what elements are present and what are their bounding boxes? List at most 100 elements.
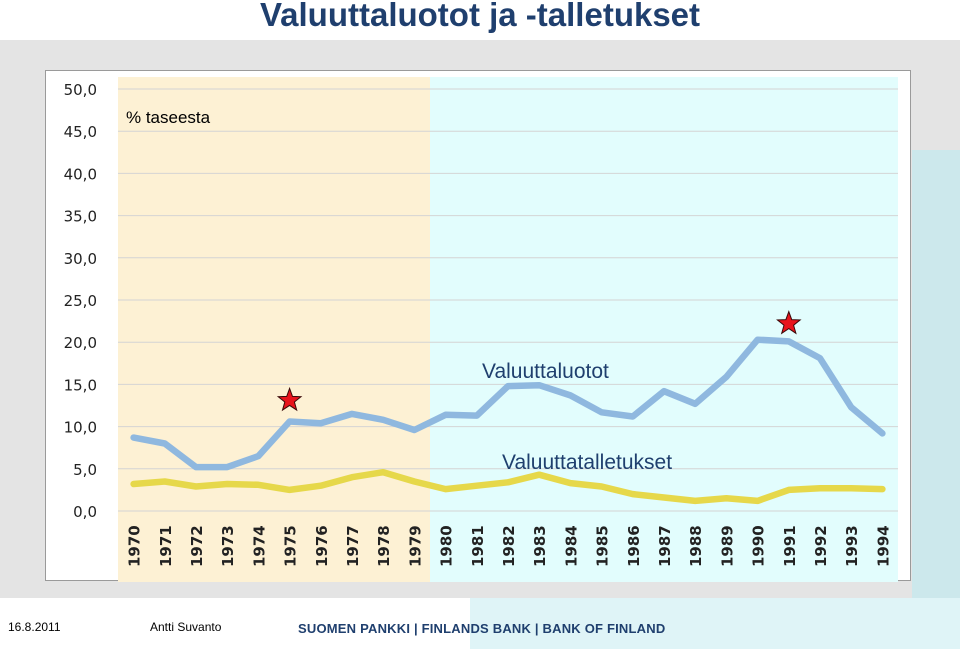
data-point [163,480,166,483]
data-point [787,488,790,492]
x-tick-label: 1984 [562,525,580,567]
data-point [194,465,198,469]
star-markers [276,310,802,412]
series-lines [130,336,886,505]
gridlines [118,88,898,512]
y-tick-label: 20,0 [64,334,97,352]
x-tick-label: 1988 [687,525,705,567]
x-tick-label: 1985 [594,525,612,567]
y-tick-label: 45,0 [64,123,97,141]
x-tick-label: 1980 [438,525,456,567]
unit-label: % taseesta [126,108,211,127]
data-point [132,436,135,439]
x-tick-label: 1981 [469,525,487,567]
x-tick-label: 1992 [812,525,830,567]
page-title: Valuuttaluotot ja -talletukset [259,0,701,33]
data-point [350,412,354,416]
x-tick-label: 1986 [625,525,643,567]
x-tick-label: 1982 [500,525,518,567]
x-tick-label: 1973 [219,525,237,567]
data-point [850,487,853,490]
y-tick-label: 10,0 [64,419,97,437]
data-point [818,487,822,490]
data-point [662,496,666,499]
y-axis-ticks: 0,0 5,0 10,0 15,0 20,0 25,0 30,0 35,0 40,0 45,0 50… [64,81,97,521]
data-point [350,476,354,479]
data-point [756,338,759,341]
data-point [506,481,510,484]
data-point [413,428,416,432]
y-tick-label: 50,0 [64,81,97,99]
data-point [226,482,229,486]
x-tick-label: 1987 [656,525,674,567]
series-label-deposits: Valuuttatalletukset [502,451,672,474]
x-tick-label: 1975 [282,525,300,567]
shaded-period-1 [430,77,898,582]
data-point [506,384,510,388]
data-point [569,394,572,397]
y-tick-label: 15,0 [64,376,97,394]
x-tick-label: 1990 [750,525,768,567]
data-point [382,470,385,474]
data-point [600,411,603,414]
data-point [694,499,697,503]
x-tick-label: 1977 [344,525,362,567]
data-point [475,484,478,487]
footer-bank-name: SUOMEN PANKKI | FINLANDS BANK | BANK OF … [298,621,666,636]
chart-frame: 0,0 5,0 10,0 15,0 20,0 25,0 30,0 35,0 40,0 45,0 50… [45,70,911,582]
x-tick-label: 1972 [188,525,206,567]
data-point [818,357,822,360]
data-point [694,402,697,406]
data-point [569,481,572,485]
star-marker-icon [276,386,303,412]
x-tick-label: 1974 [250,525,268,567]
star-marker-icon [776,310,802,335]
x-tick-label: 1991 [781,525,799,567]
x-tick-label: 1978 [375,525,393,567]
data-point [288,488,291,492]
footer-date: 16.8.2011 [8,620,61,634]
footer-author: Antti Suvanto [150,620,222,634]
data-point [444,487,447,491]
data-point [600,485,603,488]
title-band [0,0,960,40]
y-tick-label: 35,0 [64,208,97,226]
data-point [226,465,229,469]
data-point [444,413,447,416]
data-point [319,422,322,425]
line-chart: 0,0 5,0 10,0 15,0 20,0 25,0 30,0 35,0 40,0 45,0 50… [64,77,898,582]
footer-decor-band [470,598,960,649]
x-tick-label: 1994 [874,525,892,567]
x-tick-label: 1983 [531,525,549,567]
data-point [725,375,728,379]
data-point [756,499,759,503]
y-tick-label: 30,0 [64,250,97,268]
data-point [787,340,790,343]
data-point [662,389,666,393]
data-point [257,483,260,487]
data-point [288,420,291,423]
x-axis-ticks: 1970 1971 1972 1973 1974 1975 1976 1977 1978 1979… [126,525,893,567]
y-tick-label: 40,0 [64,165,97,183]
y-tick-label: 0,0 [73,503,97,521]
shaded-period-0 [118,77,430,582]
y-tick-label: 25,0 [64,292,97,310]
data-point [631,415,634,418]
data-point [132,482,135,486]
data-point [631,492,634,496]
x-tick-label: 1976 [313,525,331,567]
data-point [881,432,884,435]
shaded-periods [118,77,898,582]
series-label-loans: Valuuttaluotot [482,360,609,383]
decorative-band [912,150,960,600]
data-point [725,497,728,500]
data-point [163,442,166,445]
x-tick-label: 1979 [406,525,424,567]
data-point [382,418,385,422]
data-point [257,454,260,458]
x-tick-label: 1993 [843,525,861,567]
data-point [413,480,416,483]
data-point [475,414,478,417]
data-point [319,484,322,487]
data-point [194,485,198,488]
